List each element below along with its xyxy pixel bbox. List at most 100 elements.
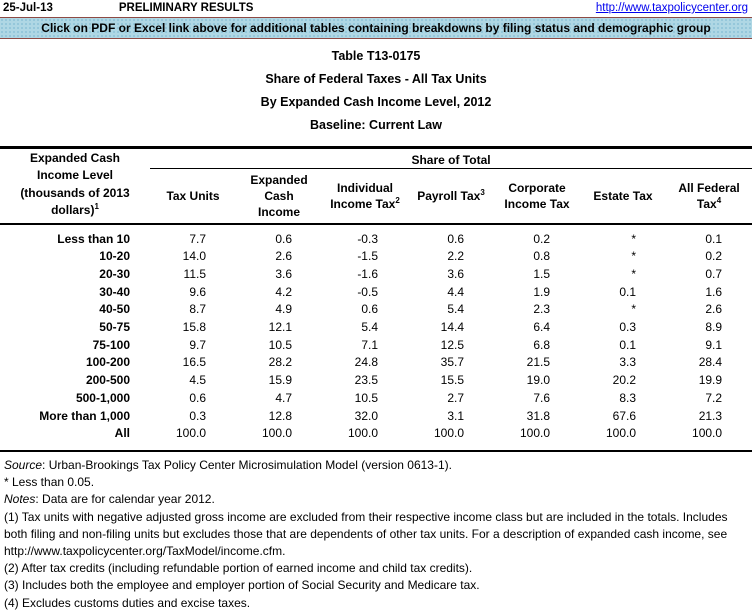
table-cell: 14.0 [182,249,206,264]
baseline-title: Baseline: Current Law [310,118,442,132]
table-subtitle: By Expanded Cash Income Level, 2012 [260,95,492,109]
table-cell: 7.6 [533,390,550,405]
table-row: 20-30 11.5 3.6 -1.6 3.6 1.5 * 0.7 [0,266,752,284]
table-cell: 35.7 [440,355,464,370]
table-cell: 5.4 [447,302,464,317]
table-cell: 2.6 [705,302,723,317]
table-cell: 67.6 [612,408,636,423]
table-cell: * [631,231,636,246]
row-label: 100-200 [85,355,130,370]
table-cell: 0.6 [189,390,206,405]
table-cell: 0.1 [619,337,636,352]
table-row: 75-100 9.7 10.5 7.1 12.5 6.8 0.1 9.1 [0,337,752,355]
footnote-2: (2) After tax credits (including refunda… [4,561,473,576]
asterisk-note: * Less than 0.05. [4,475,95,490]
table-cell: 6.4 [533,320,550,335]
row-label: More than 1,000 [39,408,130,423]
table-cell: 3.6 [275,266,292,281]
table-body: Less than 10 7.7 0.6 -0.3 0.6 0.2 * 0.1 10-20 14.… [0,224,752,451]
source-text: : Urban-Brookings Tax Policy Center Micr… [42,457,452,472]
row-header-cell: Expanded Cash Income Level (thousands of 2… [0,147,150,225]
table-cell: * [631,249,636,264]
table-cell: 19.9 [698,373,723,388]
notes-text: : Data are for calendar year 2012. [35,492,215,507]
table-cell: 12.8 [268,408,292,423]
notes-line: Notes: Data are for calendar year 2012. [4,491,748,508]
source-note: Source: Urban-Brookings Tax Policy Cente… [4,457,748,474]
table-cell: 10.5 [268,337,292,352]
top-bar: 25-Jul-13 PRELIMINARY RESULTS http://www… [0,0,752,15]
table-cell: 12.5 [440,337,464,352]
table-row: 200-500 4.5 15.9 23.5 15.5 19.0 20.2 19.9 [0,372,752,390]
table-cell: 11.5 [183,266,206,281]
table-cell: 0.7 [705,266,723,281]
table-cell: 0.6 [275,231,292,246]
table-cell: 31.8 [526,408,550,423]
table-cell: 0.2 [533,231,550,246]
table-cell: 10.5 [354,390,378,405]
source-label: Source [4,457,43,472]
table-row: 50-75 15.8 12.1 5.4 14.4 6.4 0.3 8.9 [0,319,752,337]
info-banner: Click on PDF or Excel link above for add… [0,17,752,39]
table-cell: 0.3 [189,408,206,423]
row-label: Less than 10 [57,231,130,246]
row-label: 40-50 [99,302,130,317]
table-cell: 2.2 [447,249,464,264]
table-cell: 23.5 [354,373,378,388]
table-main-title: Share of Federal Taxes - All Tax Units [265,72,487,86]
row-label: 20-30 [99,266,130,281]
table-cell: 4.2 [275,284,292,299]
footnote-marker: 3 [480,187,485,197]
table-cell: 21.5 [526,355,550,370]
table-row: 100-200 16.5 28.2 24.8 35.7 21.5 3.3 28.4 [0,354,752,372]
footnote-marker: 1 [94,202,99,212]
footer-notes: Source: Urban-Brookings Tax Policy Cente… [0,457,752,612]
table-cell: 7.2 [705,390,723,405]
banner-text: Click on PDF or Excel link above for add… [41,21,711,35]
table-cell: -1.6 [357,266,378,281]
table-cell: 1.5 [533,266,550,281]
table-cell: 100.0 [261,426,292,441]
column-header: All Federal Tax4 [666,168,752,225]
table-cell: 7.7 [189,231,206,246]
table-header: Expanded Cash Income Level (thousands of 2… [0,147,752,225]
table-cell: 100.0 [519,426,550,441]
table-cell: -0.5 [357,284,378,299]
date-label: 25-Jul-13 [3,2,53,14]
table-cell: 5.4 [361,320,378,335]
column-header-row: Tax Units Expanded Cash Income Individual In… [0,168,752,225]
row-label: 10-20 [99,249,130,264]
table-cell: 9.7 [189,337,206,352]
title-block: Table T13-0175 Share of Federal Taxes - … [0,45,752,137]
table-number-title: Table T13-0175 [331,49,421,63]
table-row: 500-1,000 0.6 4.7 10.5 2.7 7.6 8.3 7.2 [0,390,752,408]
table-cell: 100.0 [433,426,464,441]
table-row: All 100.0 100.0 100.0 100.0 100.0 100.0 100.0 [0,425,752,451]
table-row: 30-40 9.6 4.2 -0.5 4.4 1.9 0.1 1.6 [0,284,752,302]
table-row: 40-50 8.7 4.9 0.6 5.4 2.3 * 2.6 [0,301,752,319]
row-label: 50-75 [99,320,130,335]
footnote-3: (3) Includes both the employee and emplo… [4,578,480,593]
table-cell: 0.8 [533,249,550,264]
table-cell: 0.6 [361,302,378,317]
table-cell: 0.1 [705,231,723,246]
table-cell: 0.3 [619,320,636,335]
table-cell: 100.0 [605,426,636,441]
table-cell: -1.5 [357,249,378,264]
footnote-4: (4) Excludes customs duties and excise t… [4,595,251,610]
table-cell: 0.2 [705,249,723,264]
table-cell: * [631,302,636,317]
footnote-1: (1) Tax units with negative adjusted gro… [4,509,728,558]
taxpolicycenter-link[interactable]: http://www.taxpolicycenter.org [595,2,748,14]
table-cell: 3.6 [447,266,464,281]
table-cell: 0.6 [447,231,464,246]
table-cell: 14.4 [440,320,464,335]
table-cell: 2.6 [275,249,292,264]
table-cell: 2.3 [533,302,550,317]
table-cell: 21.3 [698,408,723,423]
table-cell: 3.3 [619,355,636,370]
table-cell: 9.6 [189,284,206,299]
footnote-marker: 2 [395,195,400,205]
table-cell: 3.1 [447,408,464,423]
